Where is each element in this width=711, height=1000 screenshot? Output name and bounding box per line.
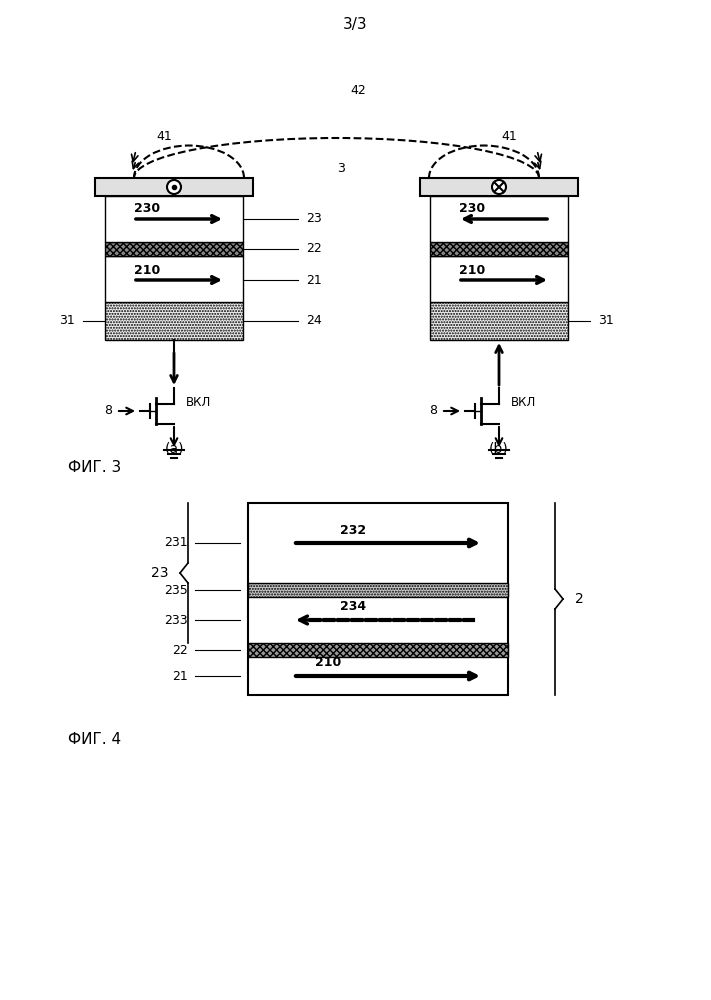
Text: 22: 22 (306, 242, 322, 255)
Text: 232: 232 (340, 524, 366, 536)
Text: 210: 210 (459, 263, 485, 276)
Text: 8: 8 (104, 404, 112, 418)
Text: 8: 8 (429, 404, 437, 418)
Bar (430, 302, 568, 340)
Text: 31: 31 (59, 314, 75, 328)
Text: 41: 41 (501, 129, 517, 142)
Bar (420, 178, 578, 196)
Bar (430, 196, 568, 242)
Text: 235: 235 (164, 584, 188, 596)
Bar (248, 503, 508, 695)
Text: ФИГ. 3: ФИГ. 3 (68, 460, 122, 476)
Text: 41: 41 (156, 129, 172, 142)
Text: 3: 3 (337, 162, 345, 176)
Bar (105, 196, 243, 242)
Circle shape (492, 180, 506, 194)
Bar (248, 583, 508, 597)
Text: ФИГ. 4: ФИГ. 4 (68, 732, 121, 748)
Text: 210: 210 (134, 263, 160, 276)
Text: (b): (b) (489, 441, 509, 455)
Bar (248, 643, 508, 657)
Text: 230: 230 (459, 202, 485, 216)
Text: 210: 210 (315, 656, 341, 670)
Bar (105, 256, 243, 302)
Circle shape (167, 180, 181, 194)
Text: (a): (a) (164, 441, 183, 455)
Text: 230: 230 (134, 202, 160, 216)
Bar (105, 242, 243, 256)
Text: 42: 42 (351, 84, 366, 97)
Text: ВКЛ: ВКЛ (186, 395, 211, 408)
Bar (430, 242, 568, 256)
Bar (430, 256, 568, 302)
Text: 3/3: 3/3 (343, 17, 368, 32)
Text: 234: 234 (340, 600, 366, 613)
Text: 21: 21 (172, 670, 188, 682)
Bar (95, 178, 253, 196)
Text: 233: 233 (164, 613, 188, 626)
Text: 23: 23 (306, 213, 322, 226)
Text: ВКЛ: ВКЛ (511, 395, 536, 408)
Text: 22: 22 (172, 644, 188, 656)
Text: 24: 24 (306, 314, 322, 328)
Bar (105, 302, 243, 340)
Text: 21: 21 (306, 273, 322, 286)
Text: 31: 31 (598, 314, 614, 328)
Text: 231: 231 (164, 536, 188, 550)
Text: 23: 23 (151, 566, 168, 580)
Text: 2: 2 (575, 592, 584, 606)
